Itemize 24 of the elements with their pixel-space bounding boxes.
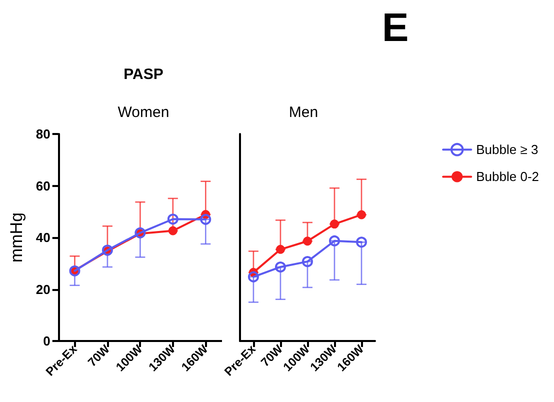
chart-subtitle: Women — [118, 104, 170, 121]
y-tick-label: 40 — [36, 230, 50, 245]
point — [167, 214, 178, 225]
y-tick-label: 0 — [43, 334, 50, 348]
y-tick-label: 20 — [36, 282, 50, 297]
y-axis-title: mmHg — [7, 212, 26, 263]
point — [302, 236, 312, 246]
point — [274, 262, 286, 272]
text: E — [382, 6, 409, 50]
chart-title: PASP — [124, 66, 164, 83]
y-tick-label: 80 — [36, 126, 50, 142]
legend-label: Bubble 0-2 — [476, 169, 540, 184]
legend-label: Bubble ≥ 3 — [476, 142, 538, 158]
point — [328, 235, 340, 246]
point — [357, 210, 366, 220]
point — [356, 236, 367, 248]
point — [302, 256, 313, 268]
y-tick-label: 60 — [36, 178, 50, 194]
point — [200, 214, 212, 225]
point — [330, 220, 339, 229]
point — [248, 271, 259, 282]
point — [276, 244, 285, 254]
chart-subtitle: Men — [288, 104, 318, 121]
point — [168, 226, 178, 236]
